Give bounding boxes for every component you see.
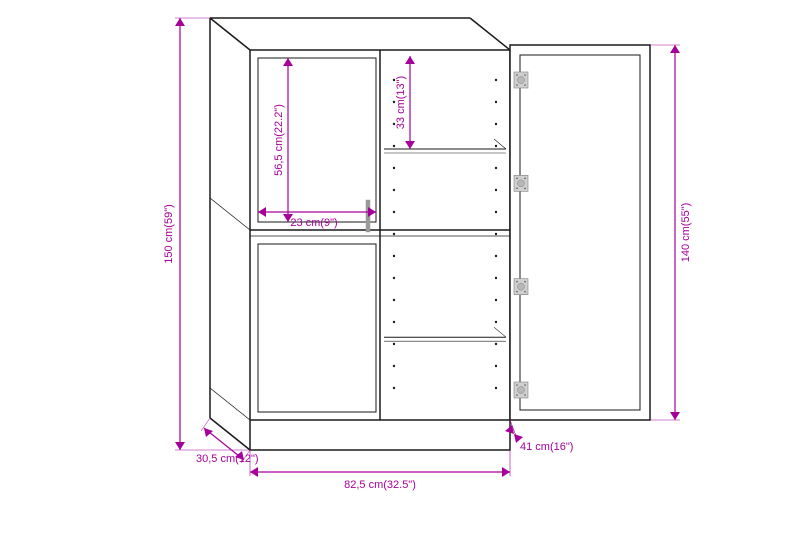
svg-text:23 cm(9"): 23 cm(9"): [290, 217, 337, 229]
svg-text:41 cm(16"): 41 cm(16"): [520, 441, 573, 453]
svg-text:140 cm(55"): 140 cm(55"): [680, 203, 692, 263]
svg-text:56,5 cm(22.2"): 56,5 cm(22.2"): [273, 104, 285, 176]
svg-text:33 cm(13"): 33 cm(13"): [395, 76, 407, 129]
cabinet-dimension-diagram: 150 cm(59") 140 cm(55") 56,5 cm(22.2") 33 c…: [0, 0, 800, 533]
svg-text:30,5 cm(12"): 30,5 cm(12"): [196, 453, 259, 465]
svg-text:82,5 cm(32.5"): 82,5 cm(32.5"): [344, 479, 416, 491]
svg-text:150 cm(59"): 150 cm(59"): [163, 204, 175, 264]
